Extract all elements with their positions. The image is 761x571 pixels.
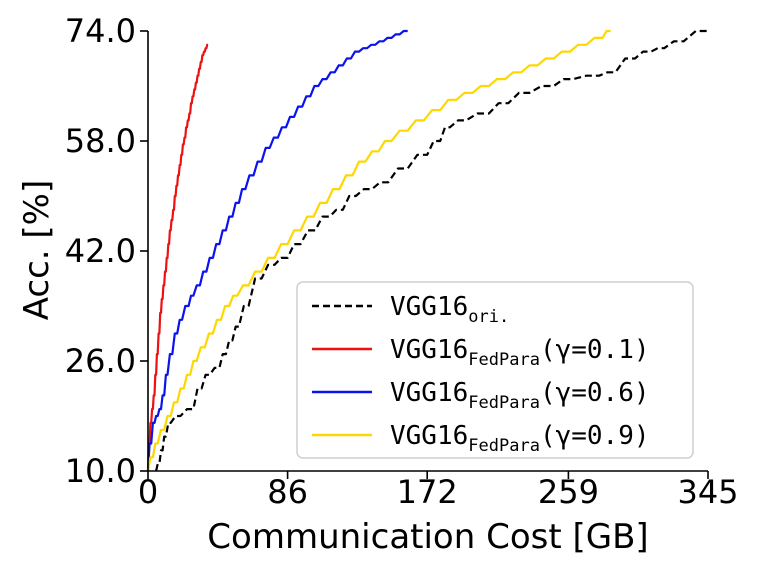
x-tick-label: 172: [397, 473, 458, 511]
y-tick-label: 26.0: [65, 342, 136, 380]
y-tick-label: 42.0: [65, 232, 136, 270]
legend-label-1: VGG16FedPara(γ=0.1): [390, 335, 650, 370]
y-tick-label: 58.0: [65, 122, 136, 160]
legend-label-0: VGG16ori.: [390, 292, 509, 327]
series-line-0: [155, 29, 708, 472]
legend-label-2: VGG16FedPara(γ=0.6): [390, 378, 650, 413]
legend: VGG16ori. VGG16FedPara(γ=0.1) VGG16FedPara…: [296, 281, 694, 459]
series-line-1: [146, 43, 209, 472]
y-axis-title: Acc. [%]: [17, 180, 57, 321]
legend-box: [296, 281, 694, 459]
x-tick-label: 86: [267, 473, 308, 511]
series-line-3: [146, 29, 611, 472]
y-tick-label: 10.0: [65, 452, 136, 490]
x-tick-label: 0: [138, 473, 158, 511]
x-tick-label: 259: [538, 473, 599, 511]
y-tick-label: 74.0: [65, 12, 136, 50]
series-lines: [146, 29, 708, 472]
x-axis-ticks: 0 86 172 259 345: [138, 471, 739, 511]
series-line-2: [146, 29, 408, 472]
y-axis-ticks: 10.0 26.0 42.0 58.0 74.0: [65, 12, 148, 490]
x-tick-label: 345: [677, 473, 738, 511]
x-axis-title: Communication Cost [GB]: [207, 517, 648, 557]
